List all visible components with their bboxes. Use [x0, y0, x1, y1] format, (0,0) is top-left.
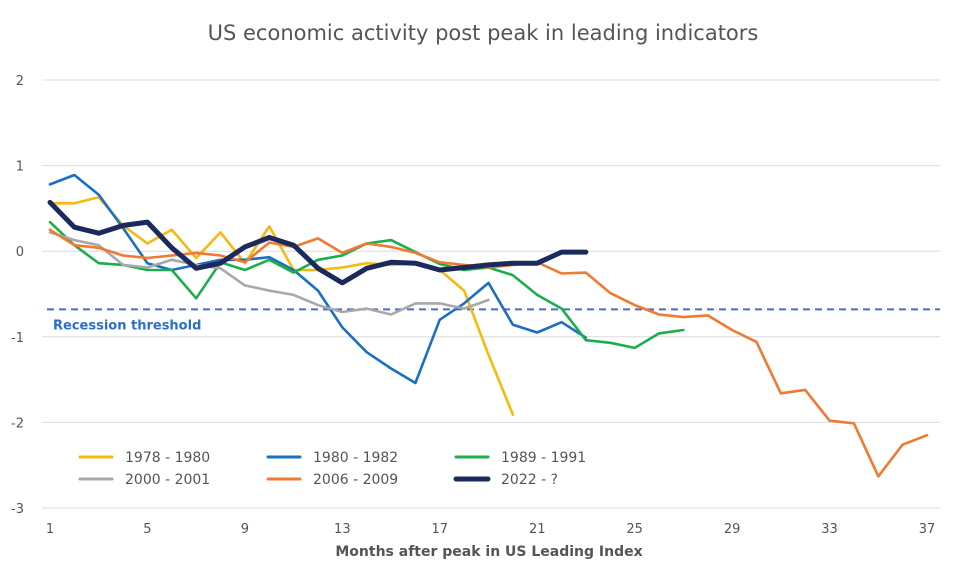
- legend-item: 2006 - 2009: [266, 472, 398, 488]
- series-line-2022: [47, 199, 589, 286]
- x-tick-label: 5: [143, 522, 151, 537]
- legend-item: 1980 - 1982: [266, 450, 398, 466]
- y-tick-label: -2: [11, 416, 24, 431]
- series-line-2000-2001: [48, 231, 490, 316]
- legend-label: 1989 - 1991: [501, 450, 586, 466]
- x-tick-label: 1: [46, 522, 54, 537]
- series-line-2006-2009: [48, 228, 929, 478]
- legend-label: 1978 - 1980: [125, 450, 210, 466]
- series-line-1980-1982: [48, 173, 588, 385]
- y-tick-label: 2: [16, 74, 24, 89]
- x-tick-label: 33: [821, 522, 838, 537]
- x-tick-label: 17: [432, 522, 449, 537]
- x-axis-ticks: 1 5 9 13 17 21 25 29 33 37: [46, 522, 935, 537]
- chart-title: US economic activity post peak in leadin…: [208, 21, 759, 45]
- series-line-1978-1980: [48, 196, 515, 417]
- legend: 1978 - 1980 1980 - 1982 1989 - 1991 2000 - …: [78, 450, 586, 488]
- legend-item: 1989 - 1991: [454, 450, 586, 466]
- legend-item: 2022 - ?: [453, 472, 558, 488]
- y-tick-label: 0: [16, 245, 24, 260]
- recession-threshold: Recession threshold: [47, 308, 940, 333]
- series-lines: [47, 173, 929, 478]
- legend-label: 2006 - 2009: [313, 472, 398, 488]
- y-axis-ticks: 2 1 0 -1 -2 -3: [11, 74, 24, 517]
- legend-item: 2000 - 2001: [78, 472, 210, 488]
- gridlines: [42, 79, 940, 509]
- x-axis-label: Months after peak in US Leading Index: [335, 544, 642, 560]
- x-tick-label: 9: [241, 522, 249, 537]
- legend-label: 1980 - 1982: [313, 450, 398, 466]
- y-tick-label: -1: [11, 331, 24, 346]
- legend-item: 1978 - 1980: [78, 450, 210, 466]
- x-tick-label: 21: [529, 522, 546, 537]
- x-tick-label: 37: [919, 522, 936, 537]
- x-tick-label: 13: [334, 522, 351, 537]
- y-tick-label: -3: [11, 502, 24, 517]
- x-tick-label: 29: [724, 522, 741, 537]
- legend-label: 2022 - ?: [501, 472, 558, 488]
- legend-label: 2000 - 2001: [125, 472, 210, 488]
- x-tick-label: 25: [626, 522, 643, 537]
- y-tick-label: 1: [16, 160, 24, 175]
- recession-threshold-label: Recession threshold: [53, 318, 201, 333]
